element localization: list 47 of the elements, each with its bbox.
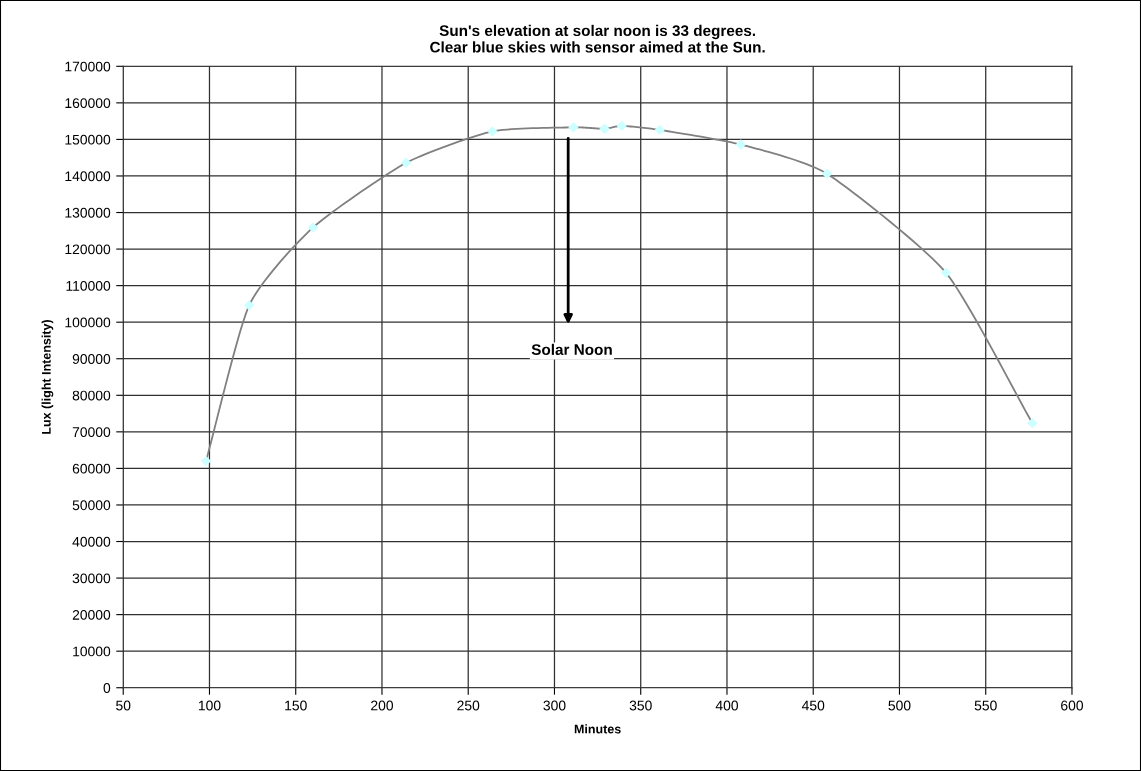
y-tick-label: 40000 xyxy=(72,536,111,547)
y-axis-title: Lux (light Intensity) xyxy=(41,320,54,434)
x-tick-label: 350 xyxy=(629,700,652,711)
y-tick-label: 160000 xyxy=(65,98,111,109)
y-tick-label: 130000 xyxy=(65,207,111,218)
x-tick-label: 150 xyxy=(285,700,307,711)
x-tick-label: 600 xyxy=(1061,700,1084,711)
point xyxy=(616,120,627,132)
x-tick-label: 400 xyxy=(715,700,739,711)
x-tick-label: 50 xyxy=(116,700,131,711)
point xyxy=(568,122,579,133)
y-tick-label: 10000 xyxy=(73,646,111,657)
point xyxy=(821,168,833,179)
x-tick-label: 250 xyxy=(457,700,480,711)
y-tick-label: 90000 xyxy=(72,354,111,364)
y-tick-label: 100000 xyxy=(65,317,111,328)
x-tick-label: 450 xyxy=(801,700,825,711)
y-tick-label: 30000 xyxy=(72,573,111,584)
chart-title: Sun's elevation at solar noon is 33 degrees. Clear blue skies with sensor aimed at the Sun. xyxy=(430,24,765,53)
y-tick-label: 80000 xyxy=(72,390,111,401)
point xyxy=(599,123,610,135)
point xyxy=(940,267,952,279)
y-tick-label: 150000 xyxy=(65,134,111,145)
y-tick-label: 70000 xyxy=(72,427,111,438)
point xyxy=(654,124,665,136)
annotation: Solar Noon xyxy=(531,343,612,356)
y-tick-label: 140000 xyxy=(65,171,111,182)
x-tick-label: 300 xyxy=(543,700,566,711)
point xyxy=(200,455,212,467)
point xyxy=(307,222,319,233)
x-tick-label: 100 xyxy=(198,700,221,711)
point xyxy=(487,126,498,137)
point xyxy=(400,157,412,169)
y-tick-label: 20000 xyxy=(72,609,111,620)
x-axis-title: Minutes xyxy=(574,724,621,734)
x-tick-label: 550 xyxy=(974,700,997,711)
x-tick-label: 500 xyxy=(888,700,911,711)
y-tick-label: 170000 xyxy=(65,61,111,72)
y-tick-label: 50000 xyxy=(72,500,111,511)
x-tick-label: 200 xyxy=(371,700,394,711)
point xyxy=(735,139,746,150)
y-tick-label: 0 xyxy=(103,683,111,693)
point xyxy=(243,300,255,311)
y-tick-label: 110000 xyxy=(66,280,111,291)
point xyxy=(1027,417,1038,429)
y-tick-label: 120000 xyxy=(65,244,111,255)
y-tick-label: 60000 xyxy=(72,463,111,474)
